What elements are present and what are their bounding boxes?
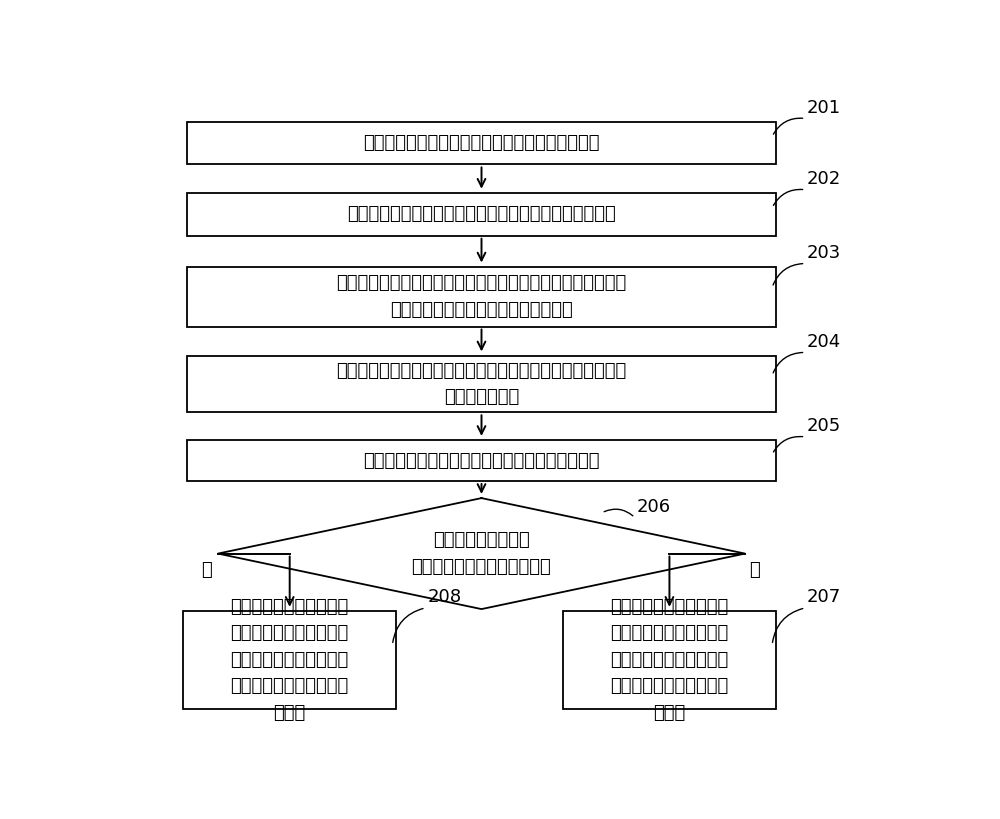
Text: 确定分布式网络中传感器的个数和传感器拓扑结构: 确定分布式网络中传感器的个数和传感器拓扑结构	[363, 134, 600, 152]
Text: 208: 208	[427, 588, 461, 606]
Text: 204: 204	[807, 333, 841, 351]
FancyBboxPatch shape	[187, 121, 776, 165]
FancyBboxPatch shape	[563, 611, 776, 708]
Text: 将各传感器对应的初始值、以及误差方差矩阵进行初始化: 将各传感器对应的初始值、以及误差方差矩阵进行初始化	[347, 206, 616, 224]
FancyBboxPatch shape	[183, 611, 396, 708]
Text: 调用第一公式依据接收到
的目标中间状态估计值以
及自身计算得到的目标中
间状态估计值，确定目标
状态值: 调用第一公式依据接收到 的目标中间状态估计值以 及自身计算得到的目标中 间状态估…	[231, 598, 349, 722]
Text: 将目标中间状态估计值发送至与自身通信的传感器: 将目标中间状态估计值发送至与自身通信的传感器	[363, 451, 600, 469]
Text: 206: 206	[637, 498, 671, 516]
FancyBboxPatch shape	[187, 192, 776, 236]
Text: 205: 205	[807, 417, 841, 435]
FancyBboxPatch shape	[187, 355, 776, 412]
Text: 各传感器分别判断是
否接收到目标中间状态估计值: 各传感器分别判断是 否接收到目标中间状态估计值	[412, 532, 551, 576]
Text: 201: 201	[807, 98, 841, 116]
Text: 传感器依据获取的量测数据对状态预测值进行校正，得到目标
中间状态估计值: 传感器依据获取的量测数据对状态预测值进行校正，得到目标 中间状态估计值	[336, 362, 627, 406]
FancyBboxPatch shape	[187, 440, 776, 481]
FancyBboxPatch shape	[187, 267, 776, 327]
Text: 203: 203	[807, 243, 841, 261]
Text: 否: 否	[201, 561, 212, 579]
Text: 202: 202	[807, 170, 841, 188]
Text: 调用第一公式依据接收到
的目标中间状态估计值以
及自身计算得到的目标中
间状态估计值，确定目标
状态值: 调用第一公式依据接收到 的目标中间状态估计值以 及自身计算得到的目标中 间状态估…	[610, 598, 729, 722]
Text: 是: 是	[749, 561, 760, 579]
Text: 207: 207	[807, 588, 841, 606]
Text: 针对每个传感器，传感器基于前一时刻传感器确定的目标状态
值，进行目标状态预测得到状态预测值: 针对每个传感器，传感器基于前一时刻传感器确定的目标状态 值，进行目标状态预测得到…	[336, 274, 627, 319]
